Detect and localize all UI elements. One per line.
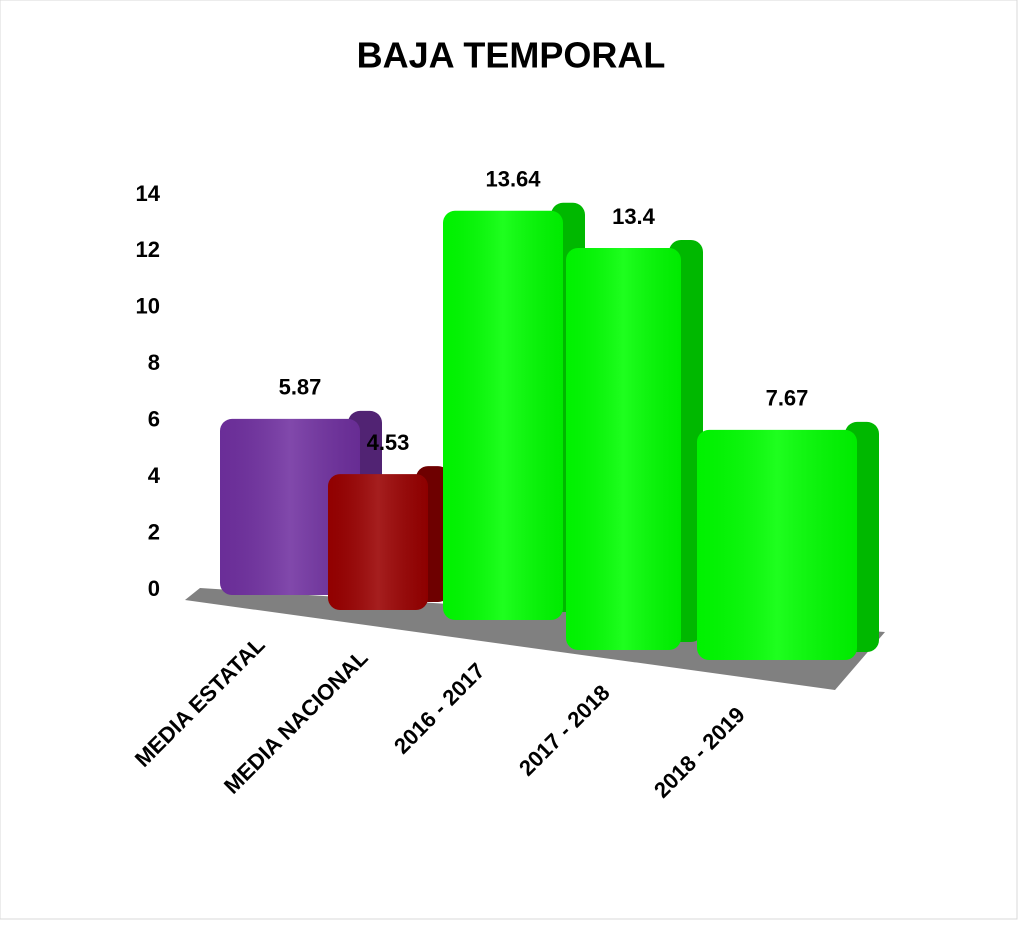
- data-label: 5.87: [279, 375, 322, 400]
- data-label: 13.4: [612, 204, 656, 229]
- y-tick-label: 12: [136, 237, 160, 262]
- floor-shadow: [185, 588, 885, 690]
- y-tick-label: 10: [136, 294, 160, 319]
- bar-shade: [443, 210, 563, 621]
- y-tick-label: 0: [148, 576, 160, 601]
- bar-shade: [220, 418, 360, 595]
- bar-shade: [566, 248, 681, 650]
- data-label: 13.64: [485, 167, 541, 192]
- data-label: 7.67: [766, 386, 809, 411]
- y-tick-label: 2: [148, 519, 160, 544]
- y-tick-label: 14: [136, 181, 161, 206]
- y-tick-label: 4: [148, 463, 161, 488]
- y-tick-label: 8: [148, 350, 160, 375]
- chart-title: BAJA TEMPORAL: [357, 35, 666, 76]
- bar-shade: [697, 429, 857, 660]
- data-label: 4.53: [367, 430, 410, 455]
- y-tick-label: 6: [148, 407, 160, 432]
- bar-shade: [328, 474, 428, 610]
